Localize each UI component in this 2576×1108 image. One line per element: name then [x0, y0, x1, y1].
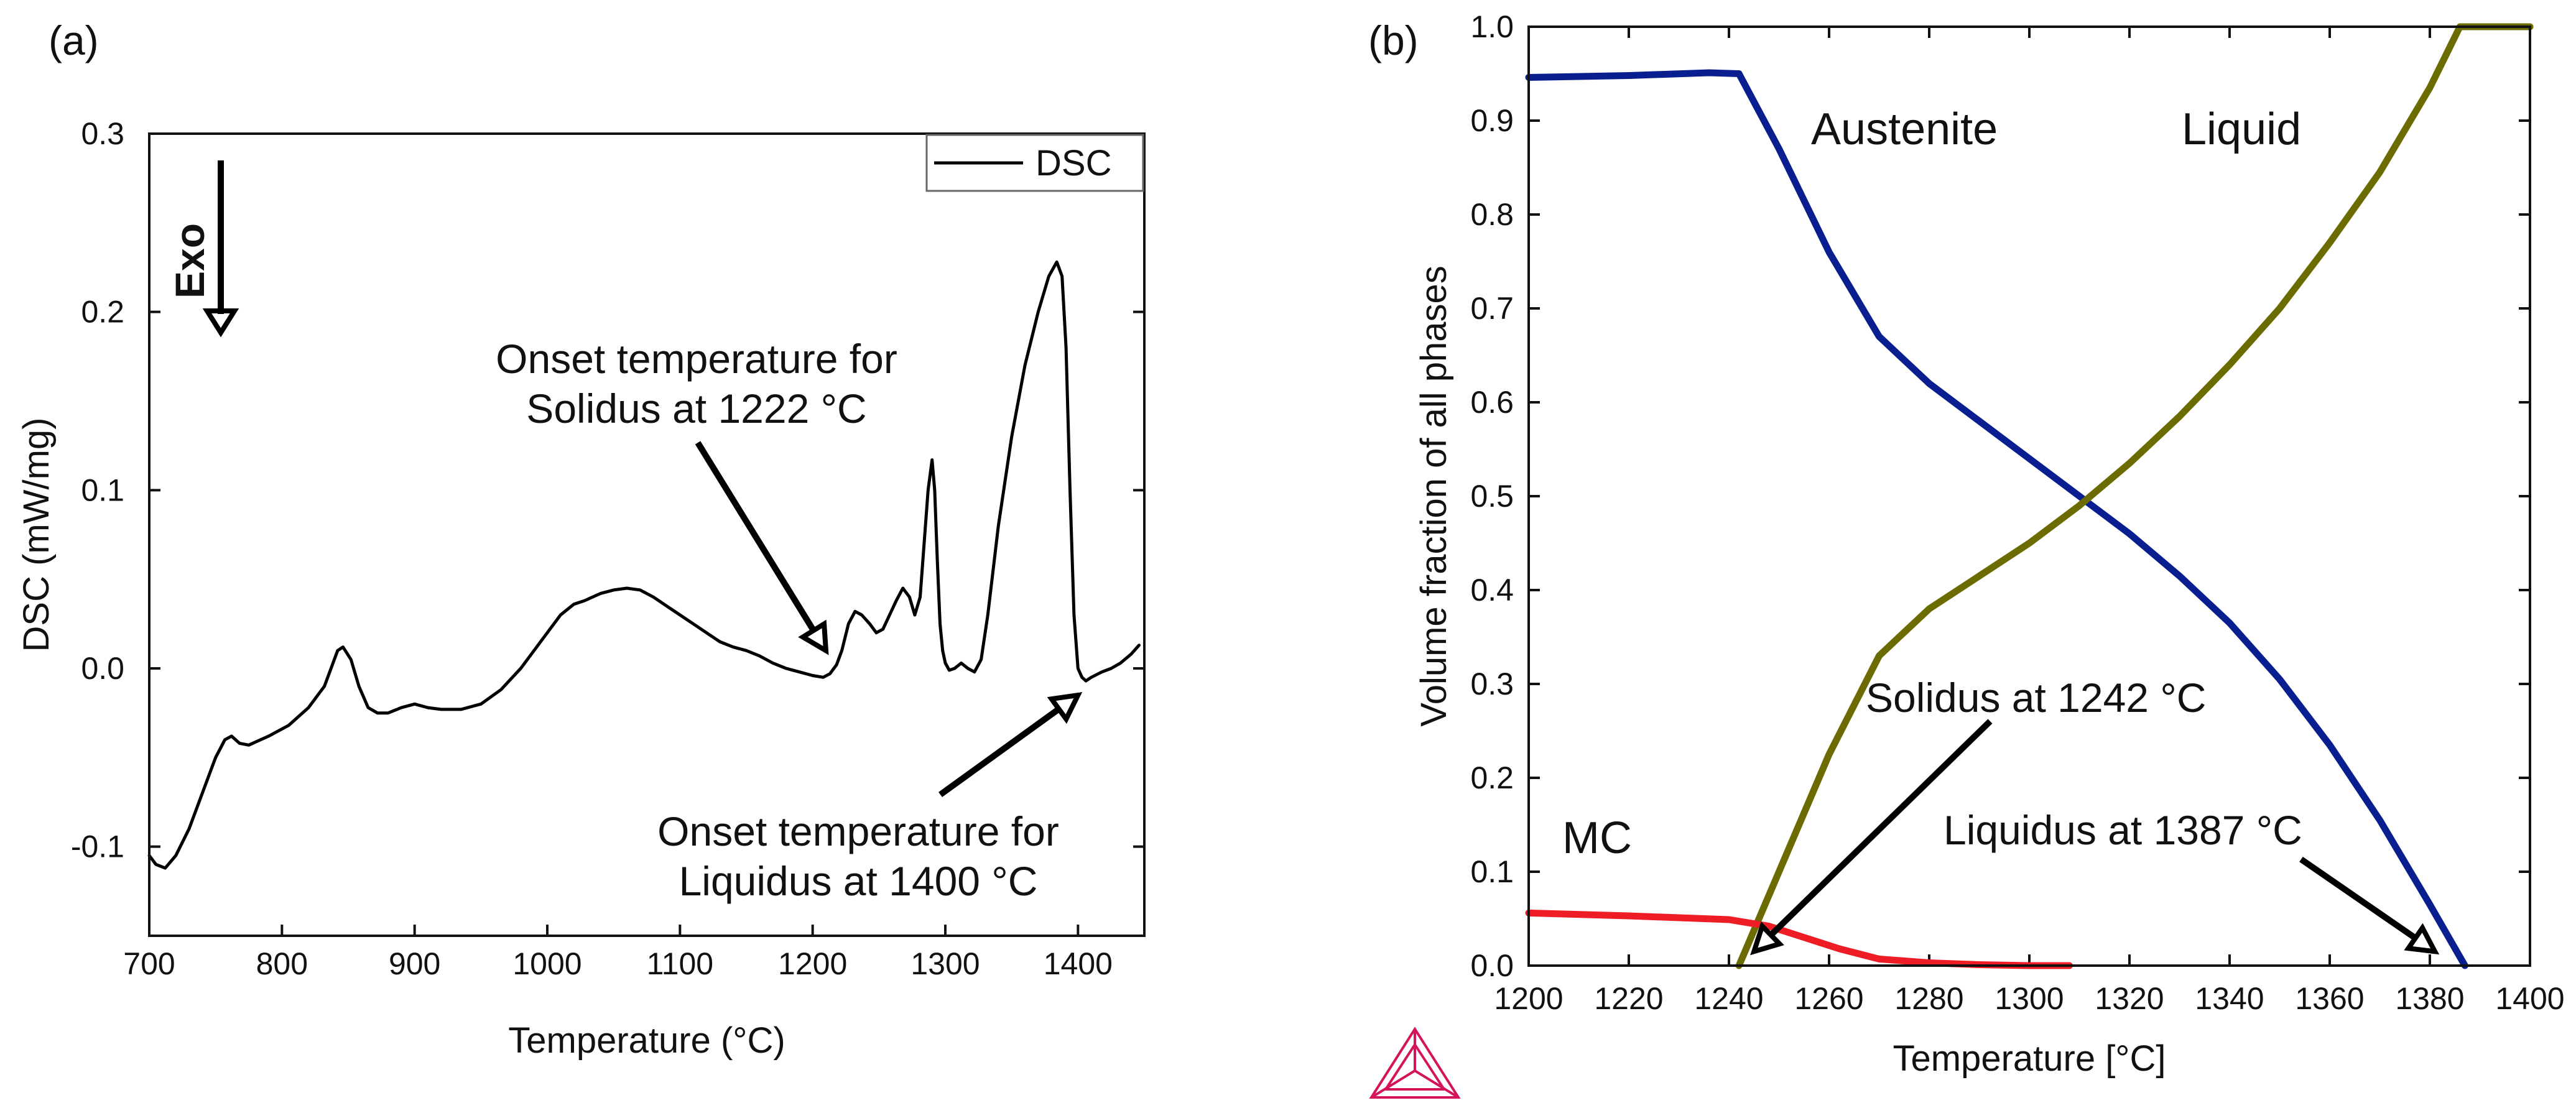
dsc-ticks: 700 800 900 1000 1100 1200 1300 1400 -0.1 0.0 0.1 0… — [71, 116, 1144, 981]
y-tick-label: 0.0 — [1470, 948, 1514, 983]
series-austenite-line — [1525, 69, 2468, 969]
y-tick-label: -0.1 — [71, 829, 124, 864]
y-tick-label: 0.8 — [1470, 197, 1514, 232]
phase-y-axis-label: Volume fraction of all phases — [1414, 265, 1454, 727]
liquidus-text: Liquidus at 1387 °C — [1944, 807, 2302, 853]
dsc-chart: (a) 700 800 900 1000 1100 1200 1300 1400 -0.1 0.0… — [16, 17, 1146, 1061]
liquidus-arrow-head — [2404, 923, 2440, 955]
x-tick-label: 1300 — [1995, 981, 2064, 1016]
liquidus-onset-annotation: Onset temperature for Liquidus at 1400 °… — [657, 691, 1083, 904]
y-tick-label: 0.1 — [1470, 854, 1514, 889]
dsc-y-axis-label: DSC (mW/mg) — [16, 418, 57, 652]
panel-b-label: (b) — [1368, 17, 1419, 63]
y-tick-label: 0.5 — [1470, 479, 1514, 514]
x-tick-label: 1220 — [1594, 981, 1663, 1016]
x-tick-label: 1200 — [778, 946, 847, 981]
phase-ticks: 1200 1220 1240 1260 1280 1300 1320 1340 1360 1380… — [1470, 9, 2564, 1016]
y-tick-label: 0.0 — [81, 651, 124, 686]
liquidus-onset-arrow — [938, 706, 1061, 798]
dsc-series-group — [147, 260, 1141, 870]
phase-plot-frame — [1527, 25, 2531, 967]
y-tick-label: 0.2 — [81, 295, 124, 330]
exo-arrow-head — [202, 308, 239, 338]
x-tick-label: 1100 — [647, 946, 714, 981]
x-tick-label: 1000 — [512, 946, 581, 981]
x-tick-label: 800 — [256, 946, 308, 981]
liquidus-onset-line1: Onset temperature for — [657, 808, 1059, 854]
x-tick-label: 1340 — [2195, 981, 2264, 1016]
x-tick-label: 1240 — [1694, 981, 1763, 1016]
liquidus-annotation: Liquidus at 1387 °C — [1944, 807, 2440, 955]
liquidus-onset-arrow-head — [1047, 691, 1083, 724]
series-dsc-line — [147, 260, 1141, 870]
y-tick-label: 0.3 — [81, 116, 124, 151]
solidus-arrow — [1769, 719, 1993, 938]
y-tick-label: 0.4 — [1470, 573, 1514, 607]
y-tick-label: 0.7 — [1470, 291, 1514, 326]
x-tick-label: 1360 — [2295, 981, 2364, 1016]
x-tick-label: 1300 — [910, 946, 980, 981]
x-tick-label: 1260 — [1794, 981, 1863, 1016]
y-tick-label: 0.6 — [1470, 385, 1514, 420]
x-tick-label: 1380 — [2395, 981, 2464, 1016]
liquidus-arrow — [2299, 856, 2417, 941]
y-tick-label: 0.3 — [1470, 667, 1514, 701]
solidus-onset-arrow — [695, 441, 817, 632]
y-tick-label: 0.9 — [1470, 103, 1514, 138]
triangle-logo-icon — [1369, 1027, 1461, 1099]
x-tick-label: 1320 — [2095, 981, 2164, 1016]
x-tick-label: 1400 — [1044, 946, 1113, 981]
x-tick-label: 900 — [389, 946, 440, 981]
phase-x-axis-label: Temperature [°C] — [1893, 1038, 2166, 1079]
phase-fraction-chart: (b) 1200 1220 1240 1260 1280 1300 1320 1340 1360… — [1368, 9, 2565, 1099]
liquidus-onset-line2: Liquidus at 1400 °C — [679, 858, 1038, 904]
solidus-onset-annotation: Onset temperature for Solidus at 1222 °C — [496, 336, 897, 655]
panel-a-label: (a) — [49, 17, 99, 63]
x-tick-label: 1200 — [1494, 981, 1563, 1016]
x-tick-label: 1400 — [2495, 981, 2564, 1016]
solidus-onset-line1: Onset temperature for — [496, 336, 897, 382]
liquid-label: Liquid — [2182, 104, 2301, 154]
dsc-plot-frame — [148, 132, 1146, 937]
dsc-legend-label: DSC — [1035, 143, 1111, 183]
y-tick-label: 1.0 — [1470, 9, 1514, 44]
exo-indicator: Exo — [167, 160, 239, 338]
y-tick-label: 0.1 — [81, 473, 124, 507]
series-mc-line — [1525, 909, 2073, 969]
dsc-legend: DSC — [925, 134, 1144, 192]
solidus-annotation: Solidus at 1242 °C — [1750, 675, 2206, 956]
dsc-x-axis-label: Temperature (°C) — [508, 1020, 785, 1061]
x-tick-label: 700 — [123, 946, 175, 981]
exo-label: Exo — [167, 223, 213, 298]
mc-label: MC — [1562, 813, 1632, 863]
solidus-onset-line2: Solidus at 1222 °C — [526, 385, 866, 432]
solidus-onset-arrow-head — [798, 619, 829, 655]
series-liquid-line — [1735, 23, 2534, 969]
solidus-text: Solidus at 1242 °C — [1866, 675, 2206, 721]
austenite-label: Austenite — [1811, 104, 1998, 154]
solidus-arrow-head — [1750, 921, 1784, 956]
x-tick-label: 1280 — [1894, 981, 1963, 1016]
y-tick-label: 0.2 — [1470, 760, 1514, 795]
